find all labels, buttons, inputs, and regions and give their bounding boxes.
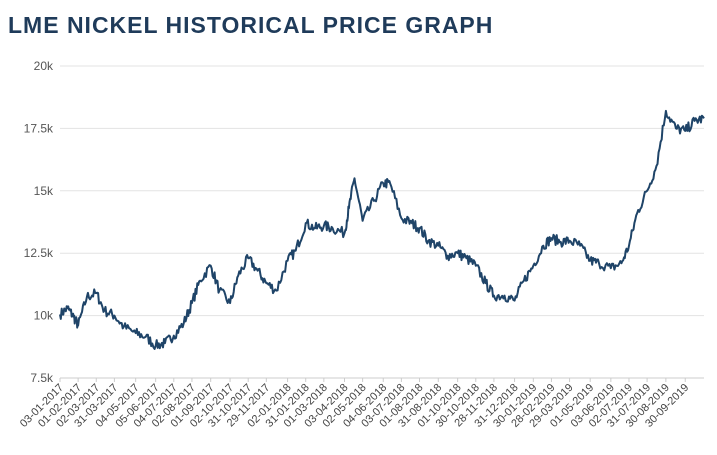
series-layer <box>59 109 705 350</box>
y-tick-label: 12.5k <box>24 246 54 260</box>
y-tick-label: 20k <box>34 59 54 73</box>
grid-lines <box>60 65 704 379</box>
y-tick-label: 17.5k <box>24 121 54 135</box>
y-tick-label: 15k <box>34 184 54 198</box>
y-tick-label: 10k <box>34 309 54 323</box>
x-axis: 03-01-201701-02-201702-03-201731-03-2017… <box>18 377 704 430</box>
chart-title: LME NICKEL HISTORICAL PRICE GRAPH <box>8 12 494 38</box>
y-axis: 7.5k 10k 12.5k 15k 17.5k 20k <box>24 59 54 385</box>
y-tick-label: 7.5k <box>30 371 54 385</box>
series-line <box>59 109 705 350</box>
